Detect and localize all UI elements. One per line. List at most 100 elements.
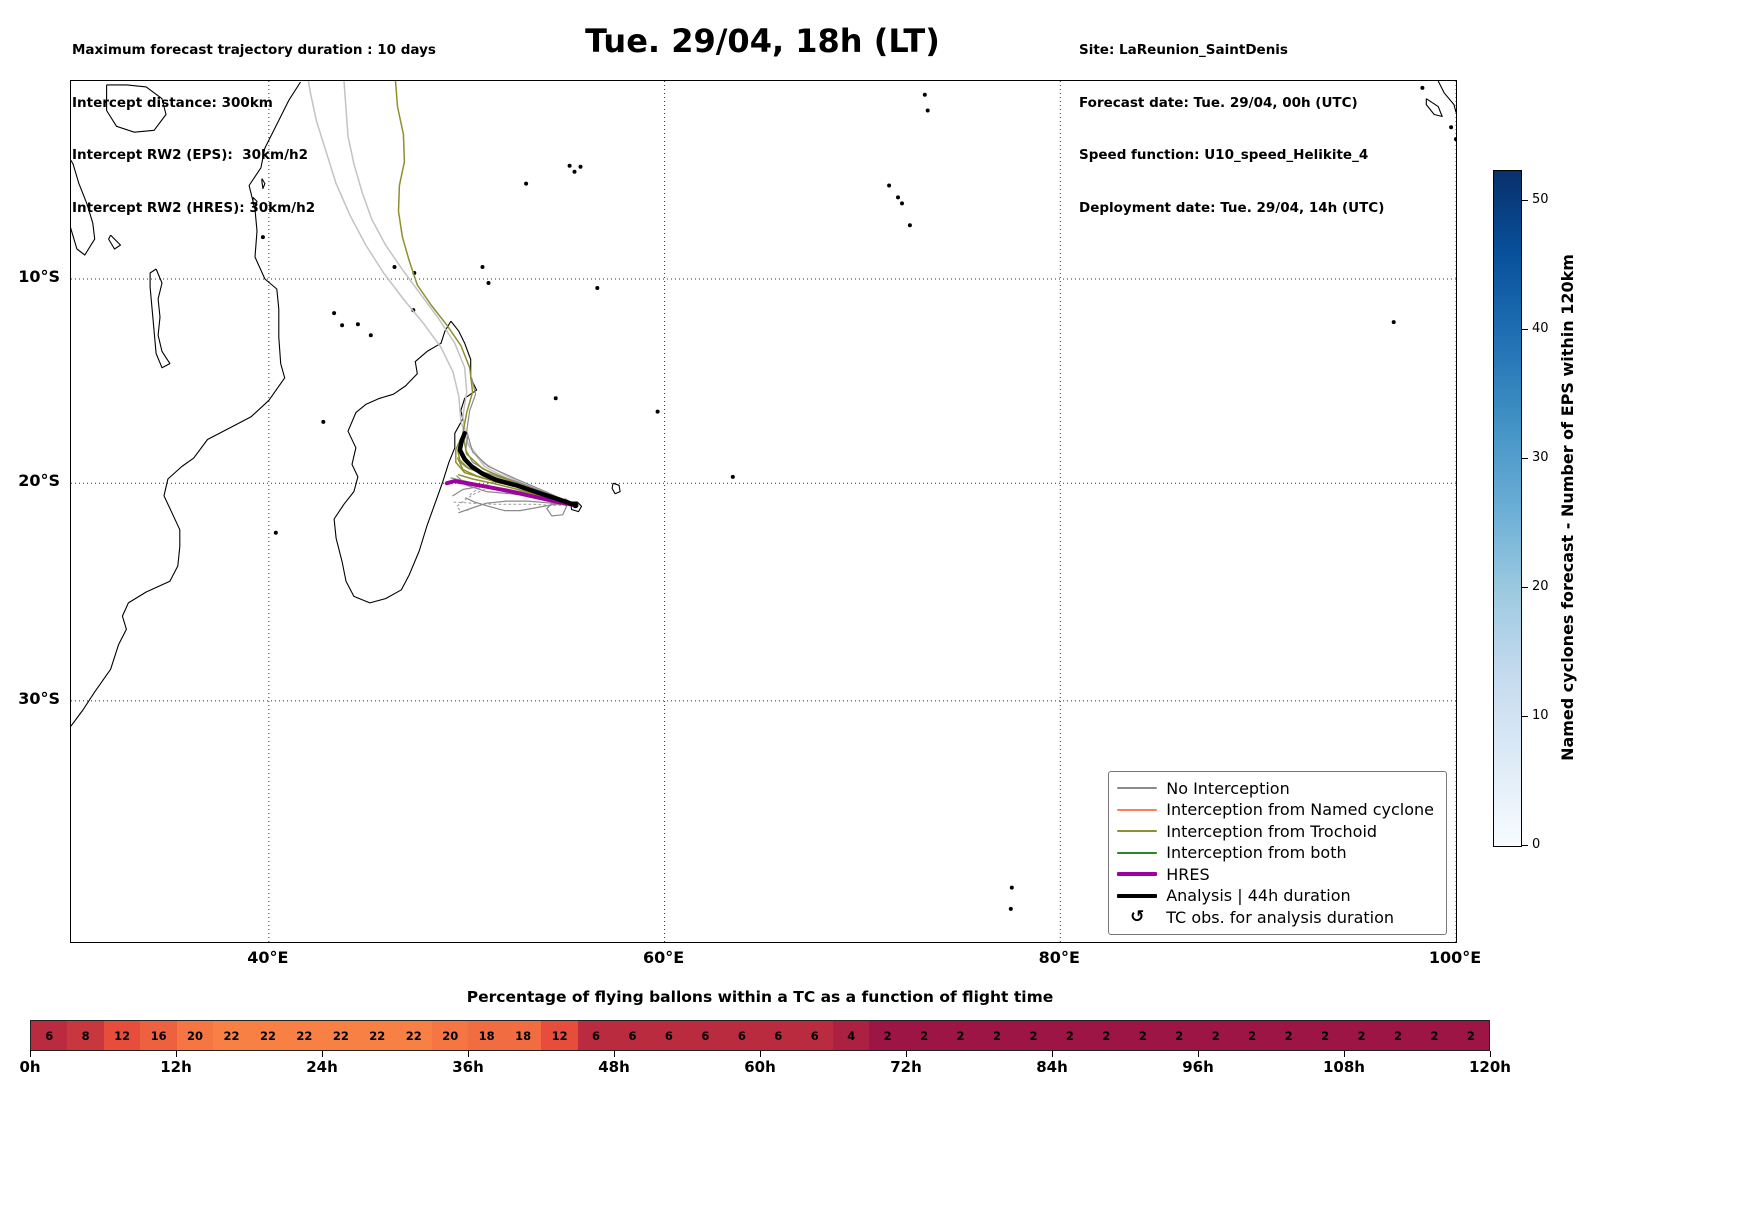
- flight-time-tick-label: 0h: [19, 1058, 41, 1076]
- colorbar-tick: [1522, 715, 1528, 717]
- max-duration-line: Maximum forecast trajectory duration : 1…: [72, 42, 436, 58]
- island-dot: [900, 201, 904, 206]
- trajectory-no-interception: [343, 81, 577, 507]
- island-dot: [480, 265, 485, 269]
- flight-time-cell: 6: [650, 1021, 688, 1050]
- flight-time-tick-label: 72h: [890, 1058, 922, 1076]
- flight-time-cell: 2: [1343, 1021, 1380, 1050]
- legend-line-sample: [1117, 808, 1158, 811]
- flight-time-cell: 2: [1197, 1021, 1234, 1050]
- colorbar-tick-label: 20: [1532, 578, 1549, 594]
- trajectory-no-interception: [307, 81, 577, 507]
- flight-time-cell: 6: [760, 1021, 797, 1050]
- flight-time-tick: [1344, 1051, 1345, 1057]
- island-dot: [655, 409, 660, 414]
- legend-line-sample: [1117, 872, 1158, 877]
- island-dot: [1420, 85, 1425, 90]
- flight-time-tick: [468, 1051, 469, 1057]
- legend-item: Interception from Named cyclone: [1117, 799, 1434, 821]
- trajectory-hres: [444, 479, 578, 508]
- rotate-ccw-icon: ↺: [1130, 906, 1145, 927]
- flight-time-cell: 12: [103, 1021, 141, 1050]
- coastline: [149, 268, 171, 369]
- flight-time-cell: 22: [322, 1021, 360, 1050]
- page-title: Tue. 29/04, 18h (LT): [585, 22, 940, 60]
- island-dot: [355, 322, 360, 327]
- legend-handle: [1117, 851, 1158, 854]
- colorbar-label: Named cyclones forecast - Number of EPS …: [1558, 254, 1577, 761]
- flight-time-tick-label: 96h: [1182, 1058, 1214, 1076]
- lat-tick-label: 20°S: [18, 471, 60, 491]
- flight-time-cell: 22: [359, 1021, 396, 1050]
- flight-time-tick-label: 48h: [598, 1058, 630, 1076]
- flight-time-cell: 2: [1379, 1021, 1417, 1050]
- forecast-settings-block: Maximum forecast trajectory duration : 1…: [72, 7, 436, 252]
- coastline: [333, 320, 478, 604]
- legend-line-sample: [1117, 830, 1158, 833]
- island-dot: [1008, 906, 1013, 911]
- intercept-rw2-eps-line: Intercept RW2 (EPS): 30km/h2: [72, 147, 308, 163]
- flight-time-tick: [614, 1051, 615, 1057]
- flight-time-cell: 20: [431, 1021, 469, 1050]
- flight-time-cell: 2: [1452, 1021, 1490, 1050]
- flight-time-tick-label: 108h: [1323, 1058, 1365, 1076]
- flight-time-cell: 22: [286, 1021, 323, 1050]
- trajectory-no-interception: [465, 497, 577, 512]
- legend-handle: ↺: [1117, 906, 1157, 927]
- island-dot: [524, 181, 529, 186]
- coastline: [570, 501, 583, 513]
- flight-time-tick-label: 24h: [306, 1058, 338, 1076]
- island-dot: [332, 311, 337, 316]
- flight-time-tick-label: 36h: [452, 1058, 484, 1076]
- colorbar-tick-label: 40: [1532, 320, 1549, 336]
- map-svg: [71, 81, 1456, 942]
- flight-time-cell: 2: [905, 1021, 943, 1050]
- flight-time-cell: 6: [31, 1021, 68, 1050]
- legend-handle: [1117, 808, 1158, 811]
- flight-time-cell: 2: [1124, 1021, 1162, 1050]
- flight-time-cell: 22: [395, 1021, 432, 1050]
- legend-label: Interception from Named cyclone: [1166, 800, 1434, 820]
- trajectory-analysis: [457, 431, 578, 508]
- coastline: [1437, 81, 1456, 113]
- flight-time-cell: 2: [1051, 1021, 1089, 1050]
- island-dot: [260, 235, 265, 240]
- map-canvas: No Interception Interception from Named c…: [70, 80, 1457, 943]
- flight-time-cell: 2: [1270, 1021, 1307, 1050]
- island-dot: [1454, 137, 1456, 142]
- trajectory-no-interception: [466, 377, 577, 506]
- island-dot: [730, 474, 735, 479]
- colorbar-tick: [1522, 845, 1528, 846]
- colorbar-tick: [1522, 586, 1528, 588]
- flight-time-tick-label: 120h: [1469, 1058, 1511, 1076]
- island-dot: [368, 333, 373, 338]
- coastline: [261, 178, 266, 190]
- flight-time-cell: 6: [687, 1021, 724, 1050]
- legend-item: No Interception: [1117, 778, 1434, 800]
- flight-time-cell: 6: [723, 1021, 761, 1050]
- flight-time-tick: [176, 1051, 177, 1057]
- flight-time-cell: 2: [1161, 1021, 1198, 1050]
- island-dot: [340, 323, 345, 328]
- coastline: [611, 482, 621, 495]
- island-dot: [1391, 320, 1396, 325]
- site-info-block: Site: LaReunion_SaintDenis Forecast date…: [1079, 7, 1384, 252]
- legend-label: TC obs. for analysis duration: [1166, 907, 1395, 927]
- legend-handle: [1117, 830, 1158, 833]
- flight-time-cell: 22: [213, 1021, 250, 1050]
- legend-item: Interception from both: [1117, 842, 1434, 864]
- flight-time-cell: 2: [869, 1021, 906, 1050]
- island-dot: [595, 286, 600, 290]
- colorbar-tick: [1522, 328, 1528, 330]
- island-dot: [1009, 885, 1014, 890]
- coastline: [1425, 98, 1443, 118]
- flight-time-tick: [322, 1051, 323, 1057]
- colorbar-tick-label: 50: [1532, 191, 1549, 207]
- flight-time-cell: 4: [832, 1021, 870, 1050]
- island-dot: [925, 108, 930, 113]
- flight-time-cell: 2: [1015, 1021, 1052, 1050]
- coastline: [108, 234, 122, 250]
- colorbar-tick: [1522, 199, 1528, 201]
- flight-time-cell: 18: [468, 1021, 505, 1050]
- lon-tick-label: 100°E: [1428, 948, 1482, 967]
